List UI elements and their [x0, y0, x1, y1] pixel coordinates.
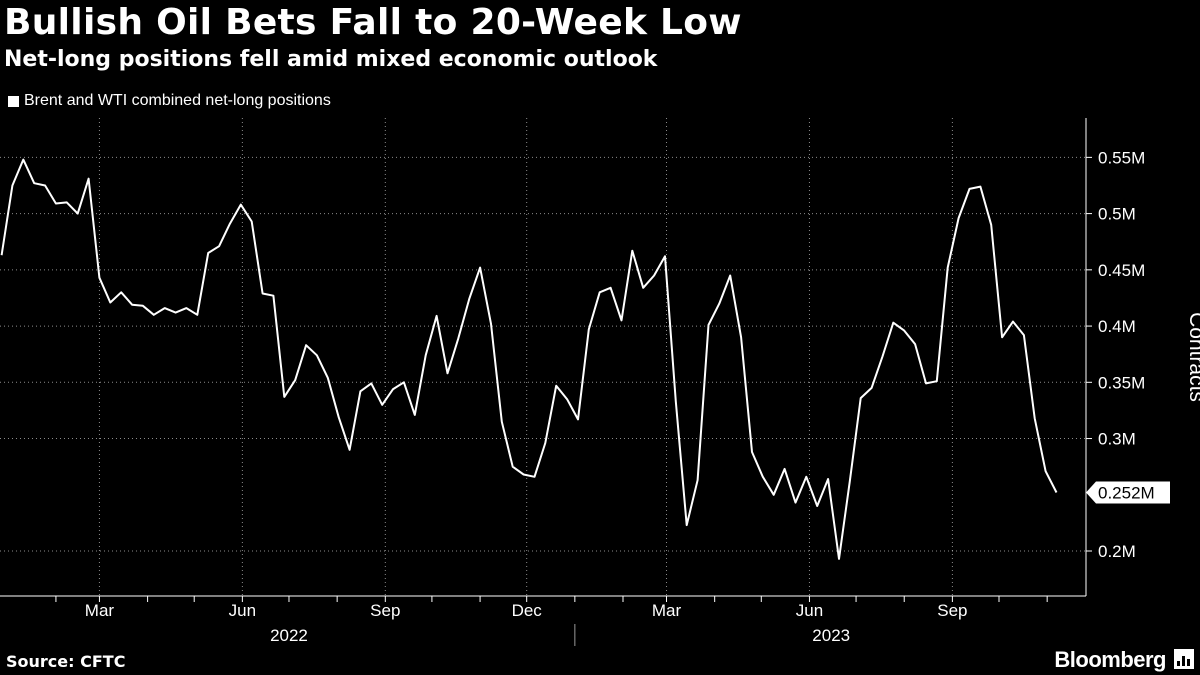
year-label: 2022 — [270, 626, 308, 645]
y-tick-label: 0.35M — [1098, 373, 1145, 392]
x-tick-label: Dec — [512, 601, 543, 620]
chart-title: Bullish Oil Bets Fall to 20-Week Low — [4, 2, 742, 43]
last-value-badge — [1086, 481, 1170, 504]
chart-subtitle: Net-long positions fell amid mixed econo… — [4, 47, 658, 72]
source-note: Source: CFTC — [6, 652, 126, 671]
y-tick-label: 0.4M — [1098, 317, 1136, 336]
x-tick-label: Jun — [796, 601, 823, 620]
bloomberg-chart-icon — [1174, 649, 1194, 669]
y-tick-label: 0.5M — [1098, 205, 1136, 224]
brand-logo: Bloomberg — [1054, 647, 1166, 672]
year-label: 2023 — [812, 626, 850, 645]
y-tick-label: 0.45M — [1098, 261, 1145, 280]
x-tick-label: Sep — [370, 601, 400, 620]
x-tick-label: Mar — [652, 601, 682, 620]
y-tick-label: 0.3M — [1098, 430, 1136, 449]
legend: Brent and WTI combined net-long position… — [8, 92, 331, 110]
series-line — [0, 158, 1058, 560]
x-tick-label: Jun — [229, 601, 256, 620]
y-tick-label: 0.55M — [1098, 148, 1145, 167]
y-axis-title: Contracts — [1185, 312, 1200, 402]
legend-swatch — [8, 95, 19, 107]
y-tick-label: 0.2M — [1098, 542, 1136, 561]
x-tick-label: Sep — [937, 601, 967, 620]
x-tick-label: Mar — [85, 601, 115, 620]
legend-label: Brent and WTI combined net-long position… — [24, 92, 331, 109]
last-value-label: 0.252M — [1098, 484, 1155, 503]
